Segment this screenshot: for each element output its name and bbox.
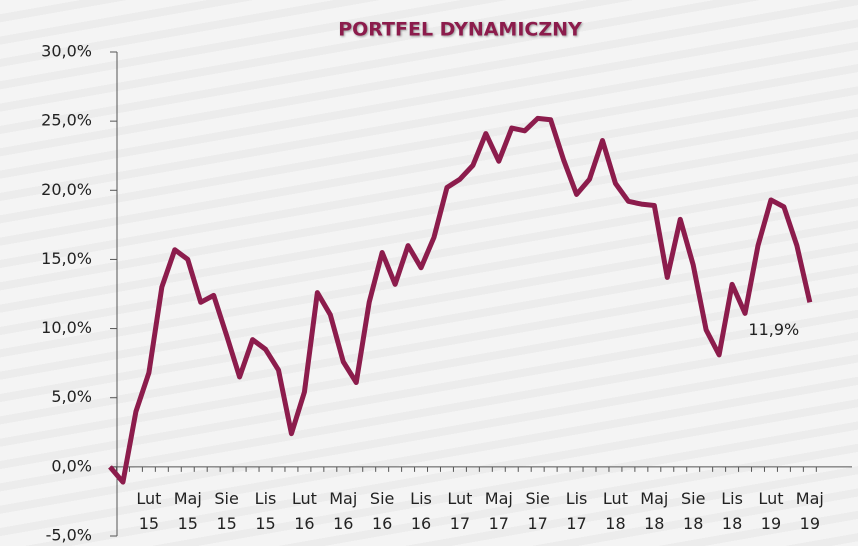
- y-tick-label: 20,0%: [41, 180, 92, 199]
- x-tick-label: Lis 15: [255, 486, 277, 536]
- x-tick-label: Maj 19: [796, 486, 824, 536]
- x-tick-label: Lut 15: [136, 486, 161, 536]
- data-line: [110, 118, 810, 482]
- y-tick-label: 10,0%: [41, 318, 92, 337]
- y-tick-label: 15,0%: [41, 249, 92, 268]
- chart: PORTFEL DYNAMICZNY -5,0% 0,0% 5,0% 10,0% 15,…: [0, 0, 858, 546]
- chart-container: PORTFEL DYNAMICZNY -5,0% 0,0% 5,0% 10,0% 15,…: [0, 0, 858, 546]
- x-tick-label: Lut 19: [758, 486, 783, 536]
- y-tick-label: 30,0%: [41, 42, 92, 61]
- chart-title: PORTFEL DYNAMICZNY: [338, 19, 582, 41]
- x-tick-label: Maj 17: [485, 486, 513, 536]
- data-label: 11,9%: [748, 320, 799, 339]
- x-tick-label: Maj 15: [174, 486, 202, 536]
- x-tick-label: Sie 18: [681, 486, 705, 536]
- x-tick-label: Sie 17: [525, 486, 549, 536]
- y-tick-label: -5,0%: [46, 526, 92, 545]
- x-tick-label: Sie 16: [370, 486, 394, 536]
- x-tick-label: Lis 18: [721, 486, 743, 536]
- x-tick-label: Lut 16: [292, 486, 317, 536]
- x-tick-label: Lis 16: [410, 486, 432, 536]
- x-tick-label: Lis 17: [566, 486, 588, 536]
- x-tick-label: Lut 18: [603, 486, 628, 536]
- x-tick-label: Maj 18: [640, 486, 668, 536]
- y-tick-label: 0,0%: [51, 456, 92, 475]
- y-tick-label: 25,0%: [41, 111, 92, 130]
- x-tick-label: Maj 16: [329, 486, 357, 536]
- x-tick-label: Sie 15: [214, 486, 238, 536]
- x-tick-label: Lut 17: [447, 486, 472, 536]
- y-tick-label: 5,0%: [51, 387, 92, 406]
